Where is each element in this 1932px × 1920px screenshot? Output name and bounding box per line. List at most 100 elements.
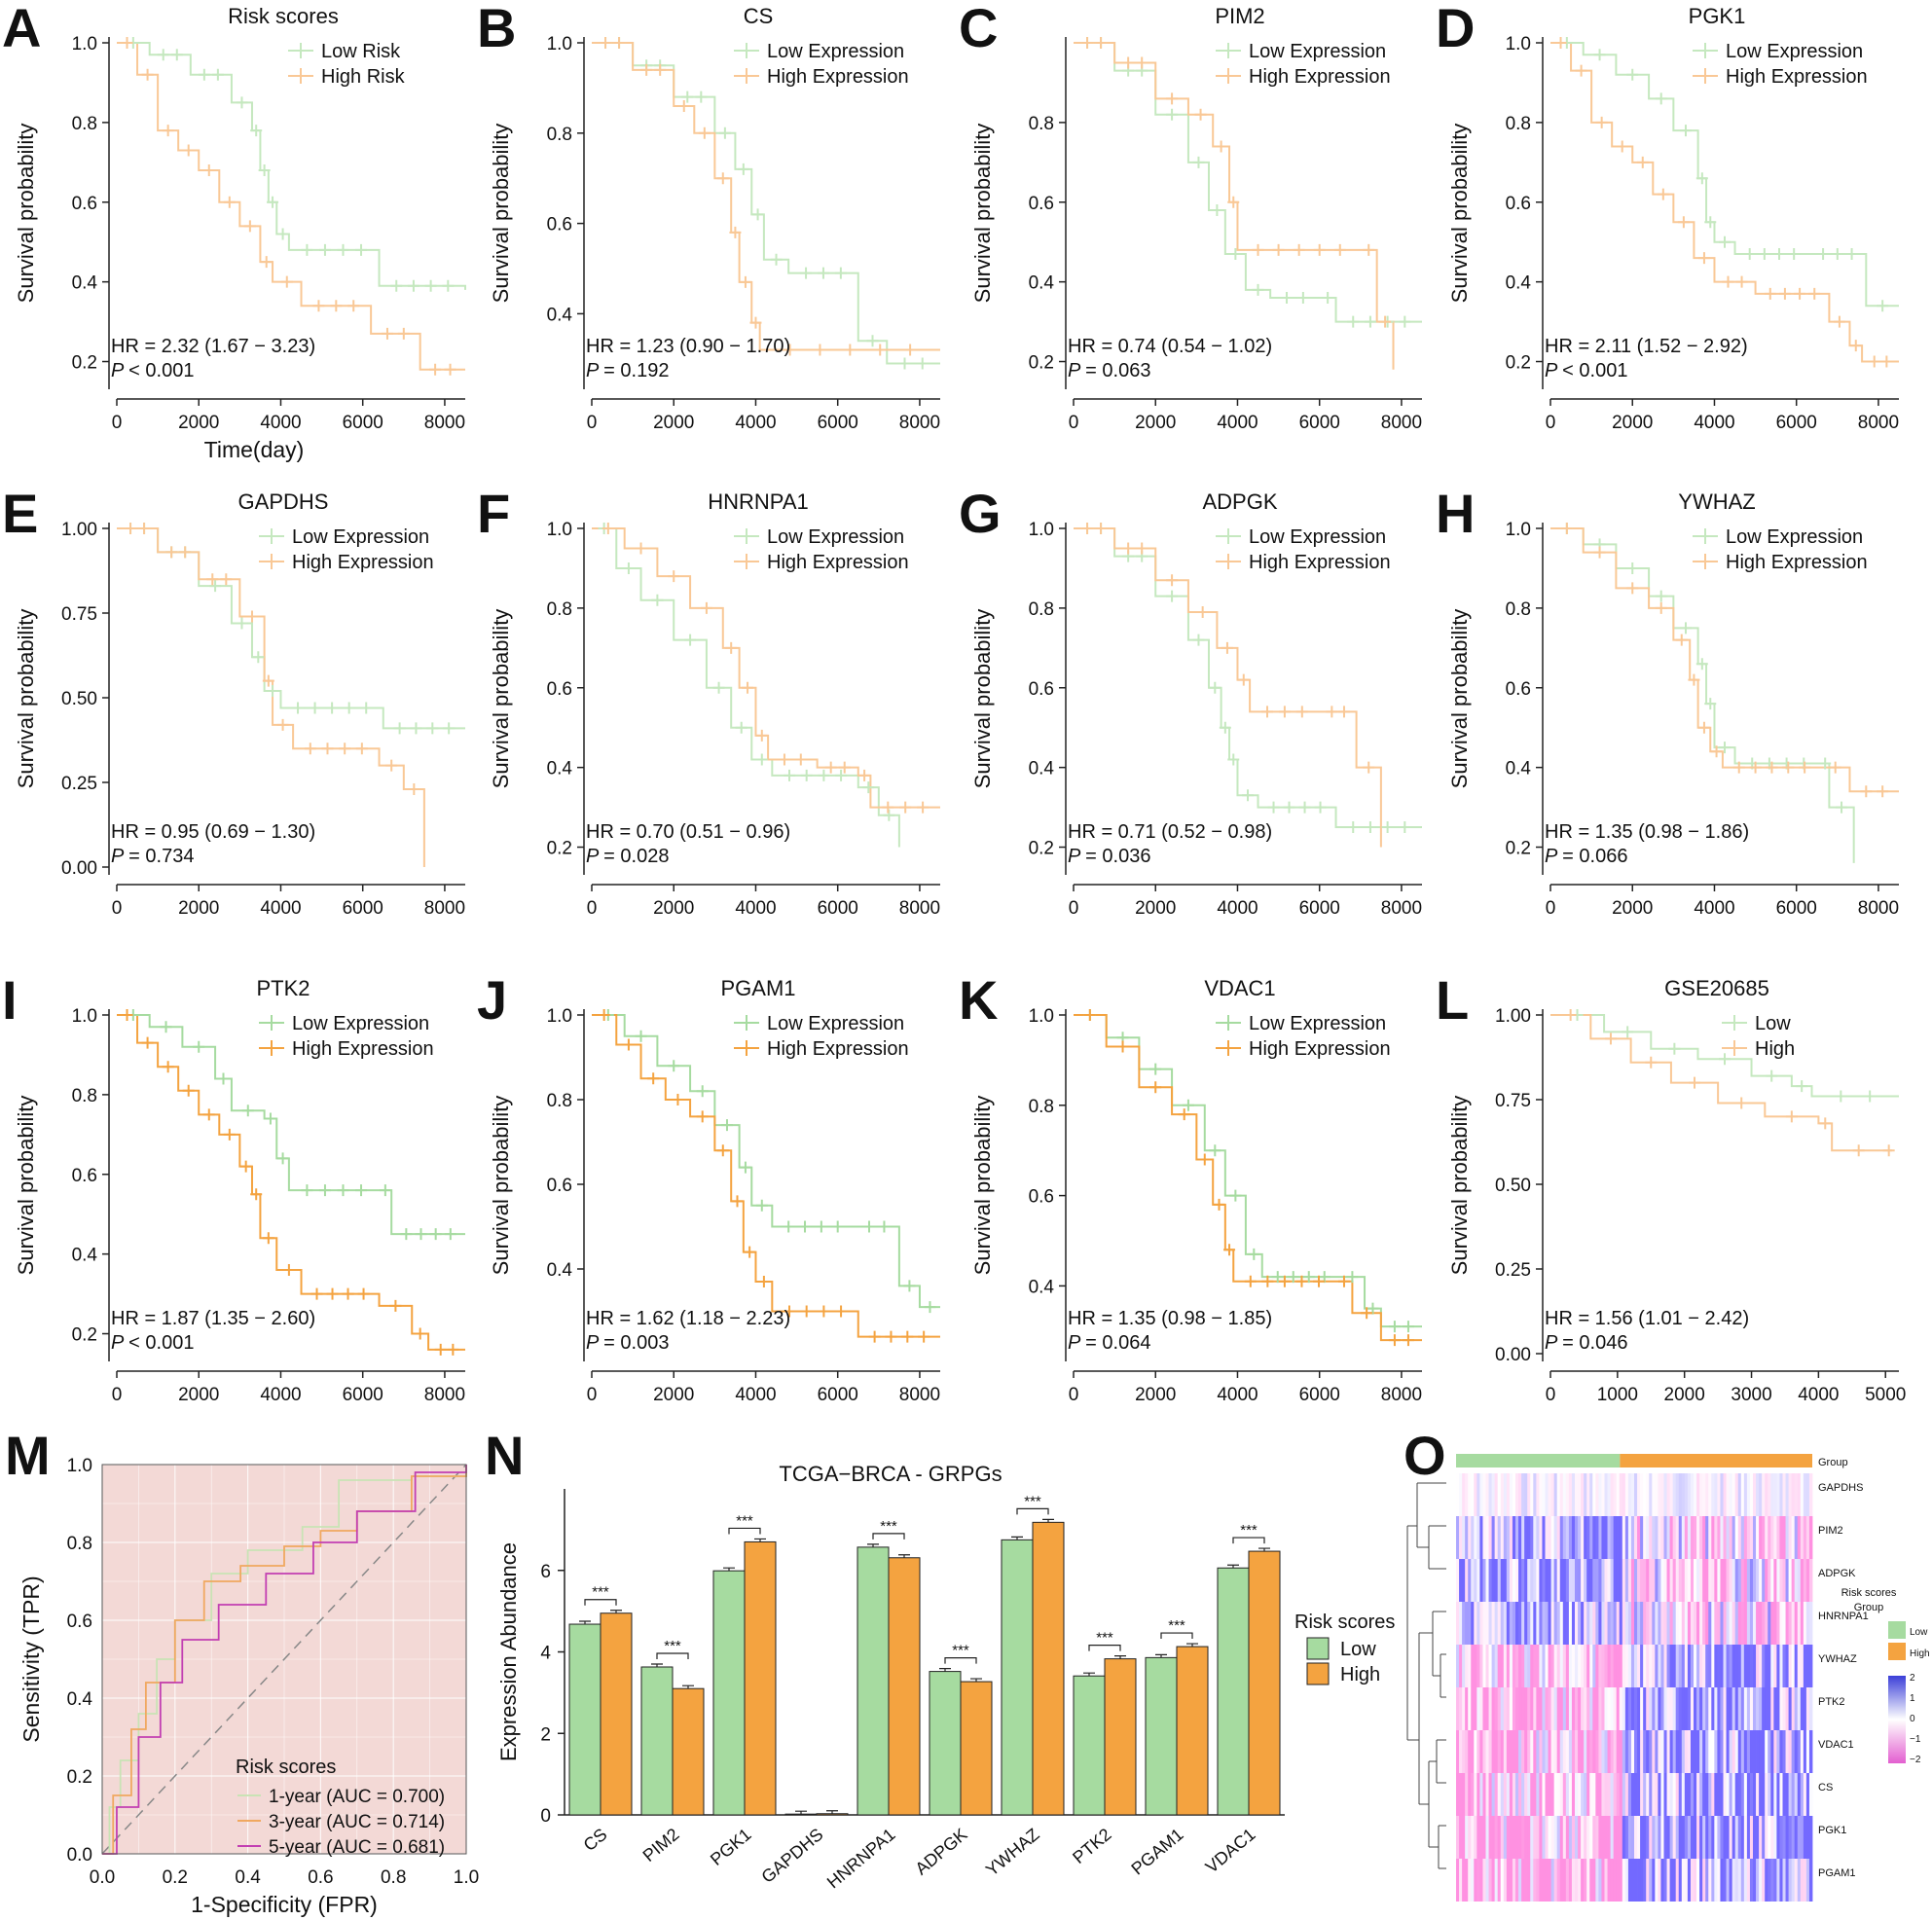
high-censor-mark — [1237, 673, 1250, 686]
heatmap-cell — [1776, 1859, 1780, 1902]
bar-low-PIM2 — [640, 1666, 674, 1816]
y-tick-label: 0.6 — [67, 1612, 92, 1632]
heatmap-cell — [1518, 1516, 1522, 1559]
heatmap-cell — [1794, 1687, 1799, 1730]
heatmap-cell — [1571, 1516, 1576, 1559]
heatmap-cell — [1684, 1816, 1689, 1859]
heatmap-cell — [1542, 1602, 1546, 1645]
heatmap-cell — [1539, 1516, 1543, 1559]
heatmap-cell — [1553, 1602, 1558, 1645]
high-censor-mark — [1749, 761, 1762, 774]
heatmap-cell — [1465, 1816, 1469, 1859]
heatmap-cell — [1717, 1645, 1721, 1687]
y-tick-label: 2 — [540, 1724, 551, 1745]
heatmap-cell — [1684, 1730, 1689, 1773]
heatmap-cell — [1482, 1516, 1486, 1559]
high-censor-mark — [858, 769, 871, 781]
low-censor-mark — [276, 1152, 289, 1165]
p-value: = 0.003 — [603, 1332, 669, 1354]
heatmap-cell — [1779, 1773, 1783, 1816]
x-tick-label: 0 — [1546, 1385, 1556, 1405]
y-axis-label: Survival probability — [970, 609, 995, 789]
heatmap-cell — [1658, 1645, 1661, 1687]
p-value-line: P = 0.036 — [1068, 846, 1150, 867]
high-censor-mark — [1675, 634, 1688, 646]
y-tick-label: 0.4 — [547, 305, 573, 325]
heatmap-cell — [1658, 1687, 1661, 1730]
low-censor-mark — [337, 243, 349, 256]
heatmap-cell — [1468, 1645, 1472, 1687]
diagonal-reference — [101, 1464, 467, 1855]
heatmap-cell — [1729, 1859, 1733, 1902]
heatmap-cell — [1652, 1687, 1656, 1730]
heatmap-cell — [1559, 1602, 1564, 1645]
x-tick-label: 6000 — [818, 898, 858, 919]
bar-high-GAPDHS — [816, 1813, 849, 1816]
high-censor-mark — [276, 718, 289, 731]
x-tick-label: 0 — [112, 413, 123, 433]
x-tick-label: 2000 — [178, 898, 219, 919]
heatmap-cell — [1805, 1516, 1810, 1559]
low-curve — [117, 1014, 465, 1236]
heatmap-cell — [1711, 1559, 1715, 1602]
heatmap-cell — [1669, 1687, 1674, 1730]
high-censor-mark — [668, 570, 680, 583]
heatmap-cell — [1797, 1816, 1802, 1859]
high-censor-mark — [357, 1287, 370, 1300]
heatmap-cell — [1805, 1730, 1810, 1773]
significance-stars: *** — [1024, 1493, 1041, 1509]
heatmap-cell — [1717, 1859, 1721, 1902]
low-censor-mark — [681, 91, 694, 103]
category-label: PGK1 — [707, 1825, 755, 1869]
low-curve — [592, 42, 940, 365]
low-censor-mark — [355, 243, 368, 256]
significance-stars: *** — [1240, 1522, 1258, 1539]
high-censor-mark — [1388, 1334, 1401, 1347]
heatmap-cell — [1678, 1859, 1683, 1902]
low-censor-mark — [429, 1228, 442, 1241]
category-label: GAPDHS — [757, 1825, 826, 1887]
heatmap-cell — [1756, 1773, 1760, 1816]
heatmap-cell — [1571, 1559, 1576, 1602]
heatmap-cell — [1506, 1773, 1511, 1816]
high-censor-mark — [824, 761, 837, 774]
heatmap-cell — [1753, 1773, 1757, 1816]
heatmap-cell — [1672, 1602, 1677, 1645]
heatmap-cell — [1788, 1602, 1793, 1645]
heatmap-cell — [1753, 1859, 1757, 1902]
heatmap-cell — [1562, 1859, 1567, 1902]
significance-stars: *** — [736, 1512, 753, 1529]
low-censor-mark — [712, 681, 725, 694]
heatmap-cell — [1759, 1559, 1763, 1602]
heatmap-cell — [1627, 1516, 1632, 1559]
heatmap-cell — [1714, 1602, 1718, 1645]
heatmap-cell — [1672, 1645, 1677, 1687]
heatmap-cell — [1711, 1687, 1715, 1730]
heatmap-cell — [1553, 1730, 1558, 1773]
heatmap-cell — [1723, 1516, 1727, 1559]
heatmap-cell — [1694, 1602, 1697, 1645]
p-value: < 0.001 — [1562, 360, 1627, 381]
heatmap-cell — [1640, 1473, 1644, 1516]
heatmap-cell — [1756, 1859, 1760, 1902]
heatmap-cell — [1634, 1602, 1638, 1645]
heatmap-cell — [1506, 1859, 1511, 1902]
low-censor-mark — [862, 1220, 875, 1233]
heatmap-cell — [1601, 1473, 1605, 1516]
heatmap-cell — [1601, 1773, 1605, 1816]
heatmap-cell — [1598, 1730, 1602, 1773]
heatmap-cell — [1533, 1645, 1537, 1687]
heatmap-cell — [1687, 1730, 1692, 1773]
x-tick-label: 8000 — [424, 1385, 465, 1405]
heatmap-cell — [1548, 1559, 1551, 1602]
heatmap-cell — [1773, 1773, 1777, 1816]
heatmap-cell — [1768, 1473, 1771, 1516]
heatmap-cell — [1669, 1516, 1674, 1559]
panel-title: GSE20685 — [1664, 976, 1769, 1000]
heatmap-cell — [1678, 1687, 1683, 1730]
heatmap-cell — [1491, 1687, 1496, 1730]
high-censor-mark — [800, 1305, 813, 1318]
heatmap-cell — [1663, 1602, 1667, 1645]
heatmap-cell — [1737, 1687, 1742, 1730]
